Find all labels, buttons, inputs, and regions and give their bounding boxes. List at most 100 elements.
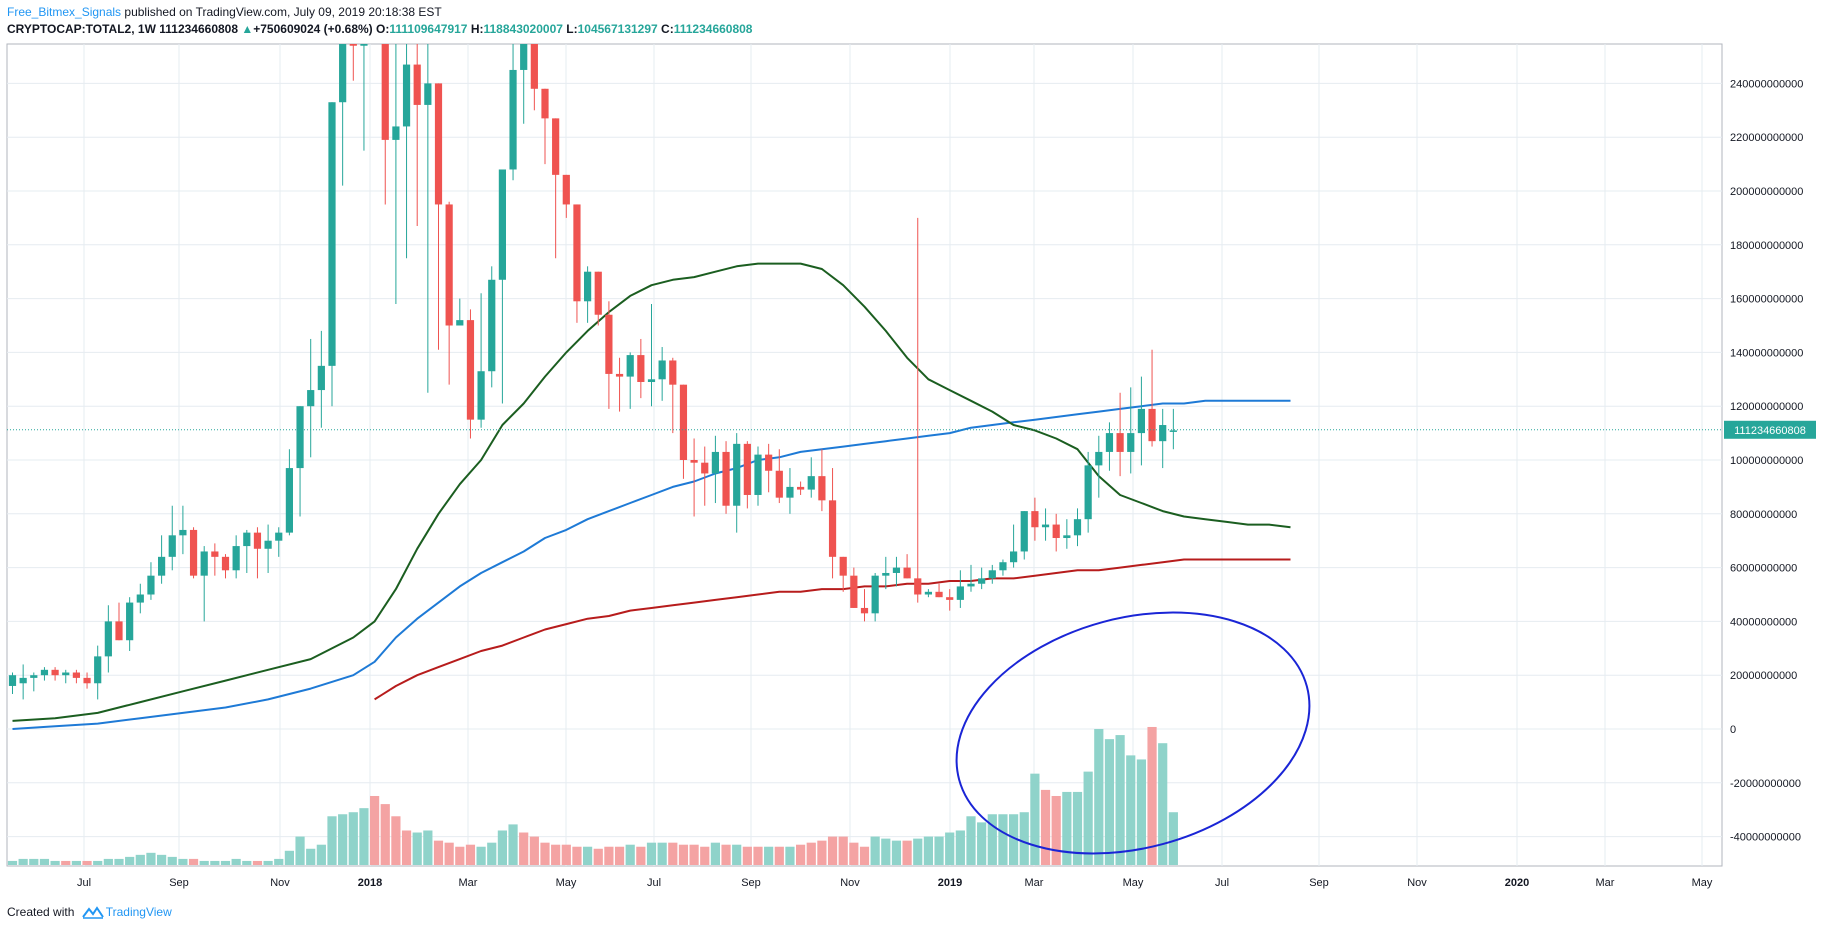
y-tick-label: 180000000000 (1730, 240, 1803, 252)
volume-bar (881, 838, 891, 865)
volume-bar (838, 836, 848, 865)
candle-body (317, 365, 325, 391)
candle-body (637, 355, 645, 382)
volume-bar (93, 860, 103, 865)
y-tick-label: 120000000000 (1730, 401, 1803, 413)
candle-body (530, 44, 538, 89)
last-price-tag (1724, 420, 1816, 439)
candle-body (1010, 551, 1018, 563)
volume-bar (306, 848, 316, 865)
candle-body (807, 476, 815, 490)
volume-bar (433, 840, 444, 865)
volume-bar (891, 840, 902, 865)
volume-bar (338, 814, 348, 865)
candle-body (158, 556, 166, 576)
volume-bar (348, 812, 358, 865)
candle-body (520, 44, 528, 70)
volume-bar (998, 814, 1008, 865)
volume-bar (551, 844, 561, 865)
candle-body (179, 529, 187, 536)
candle-body (19, 677, 27, 684)
volume-bar (657, 842, 667, 865)
candle-body (264, 540, 272, 549)
candle-body (413, 64, 421, 105)
volume-bar (977, 822, 987, 865)
ohlc-legend: CRYPTOCAP:TOTAL2, 1W 111234660808 ▲+7506… (7, 22, 752, 36)
volume-bar (7, 860, 18, 865)
candle-body (999, 562, 1007, 571)
moving-average-short (12, 262, 1291, 722)
candle-body (584, 271, 592, 302)
volume-bar (476, 846, 486, 865)
volume-bar (71, 860, 81, 865)
moving-average-long (374, 558, 1291, 701)
volume-bar (572, 846, 582, 865)
candle-body (509, 69, 517, 170)
high-label: H: (470, 22, 484, 36)
candle-body (541, 88, 549, 119)
candle-body (115, 621, 123, 641)
candle-body (51, 669, 59, 676)
volume-bar (370, 795, 380, 865)
candle-body (956, 586, 964, 600)
candle-body (1116, 433, 1124, 452)
candle-body (1063, 535, 1071, 539)
volume-bar (987, 814, 997, 865)
y-tick-label: 160000000000 (1730, 294, 1803, 306)
y-tick-label: 0 (1730, 724, 1736, 736)
candle-body (488, 279, 496, 372)
highlight-ellipse (955, 611, 1311, 855)
volume-bar (785, 846, 795, 865)
volume-bar (61, 860, 71, 865)
x-tick-label: May (1692, 877, 1713, 889)
candle-body (679, 384, 688, 460)
candle-body (360, 44, 368, 46)
candle-body (701, 462, 709, 474)
tradingview-brand-link[interactable]: TradingView (105, 905, 172, 919)
volume-bar (114, 858, 124, 865)
candle-body (647, 379, 656, 382)
y-tick-label: -40000000000 (1730, 832, 1801, 844)
candle-body (1127, 433, 1135, 452)
candle-body (797, 486, 805, 490)
volume-bar (210, 860, 220, 865)
x-tick-label: Jul (647, 877, 661, 889)
candle-body (477, 371, 485, 420)
volume-bar (519, 832, 529, 865)
volume-bar (295, 836, 305, 865)
x-tick-label: May (556, 877, 577, 889)
candle-body (1041, 524, 1050, 528)
up-arrow-icon: ▲ (241, 22, 254, 36)
candle-body (892, 567, 901, 573)
volume-bar (1126, 755, 1136, 865)
x-tick-label: Sep (741, 877, 761, 889)
volume-bar (391, 816, 401, 865)
candle-body (850, 575, 858, 608)
low-label: L: (566, 22, 578, 36)
candle-body (775, 470, 783, 498)
candle-body (711, 451, 719, 474)
candle-body (1095, 451, 1103, 466)
candle-body (818, 476, 826, 501)
candle-body (285, 468, 293, 533)
candle-body (1073, 519, 1082, 536)
symbol-label[interactable]: CRYPTOCAP:TOTAL2, 1W (7, 22, 156, 36)
volume-bar (859, 846, 870, 865)
x-tick-label: Jul (77, 877, 91, 889)
volume-bar (135, 854, 145, 865)
volume-bar (700, 846, 710, 865)
candle-body (754, 454, 762, 495)
volume-bar (380, 804, 390, 865)
volume-bar (1094, 728, 1104, 865)
candle-body (189, 529, 198, 576)
volume-bar (487, 842, 497, 865)
candle-body (765, 454, 773, 471)
volume-bar (923, 836, 933, 865)
x-tick-label: Jul (1215, 877, 1229, 889)
author-link[interactable]: Free_Bitmex_Signals (7, 5, 122, 19)
volume-bar (1115, 735, 1125, 865)
volume-bar (327, 816, 337, 865)
candle-body (392, 126, 400, 140)
volume-bar (604, 846, 614, 865)
